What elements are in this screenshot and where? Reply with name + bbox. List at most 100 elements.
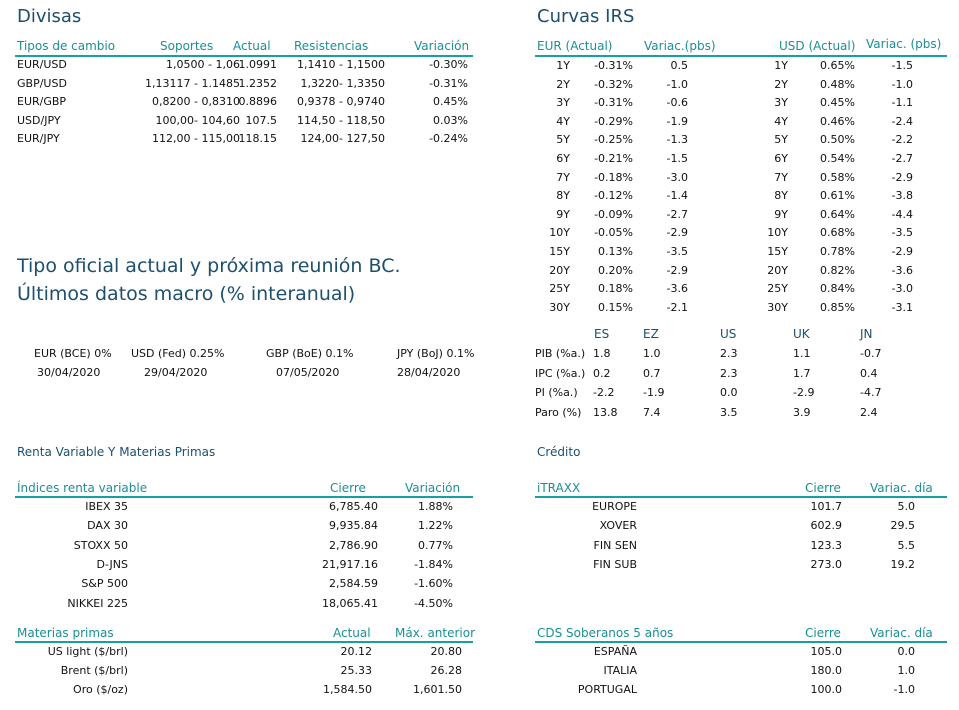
divisas-pair: GBP/USD [17,76,67,90]
curvas-usd-var: -1.5 [891,59,913,72]
curvas-eur-var: -2.1 [666,300,688,314]
macro-value: 3.9 [793,405,811,419]
macro-value: 1.8 [593,347,611,360]
curvas-eur-tenor: 8Y [556,189,570,203]
curvas-usd-rate: 0.84% [820,282,855,296]
curvas-eur-rate: -0.09% [594,207,633,221]
curvas-eur-rate: -0.32% [594,77,633,91]
curvas-usd-tenor: 25Y [767,282,788,296]
materias-rule [15,641,473,643]
macro-value: 2.3 [720,347,738,360]
cds-country: ITALIA [603,664,637,677]
curvas-eur-rate: -0.12% [594,189,633,203]
curvas-usd-tenor: 5Y [774,133,788,147]
curvas-eur-tenor: 7Y [556,170,570,184]
curvas-eur-rate: -0.31% [594,96,633,110]
curvas-eur-tenor: 3Y [556,96,570,110]
curvas-usd-rate: 0.64% [820,207,855,221]
divisas-actual: 107.5 [245,113,278,127]
renta-variacion: -1.60% [414,577,453,591]
curvas-eur-var: -3.5 [666,245,688,258]
macro-value: 1.1 [793,347,811,360]
curvas-usd-var: -2.9 [891,170,913,184]
macro-title: Últimos datos macro (% interanual) [17,283,356,305]
curvas-eur-var: -2.7 [666,207,688,221]
curvas-eur-var: -3.0 [666,170,688,184]
curvas-usd-rate: 0.82% [820,263,855,277]
materias-header-name: Materias primas [17,626,114,640]
credito-variac: 19.2 [890,557,916,571]
curvas-usd-rate: 0.58% [820,170,855,184]
divisas-variacion: -0.24% [429,132,468,145]
credito-variac: 5.0 [897,500,916,513]
curvas-eur-var: -1.3 [666,133,688,147]
materias-max: 1,601.50 [413,683,462,696]
curvas-eur-tenor: 6Y [556,152,570,165]
cds-header-cierre: Cierre [805,626,841,640]
renta-cierre: 21,917.16 [322,557,378,571]
credito-variac: 29.5 [890,519,916,533]
curvas-eur-tenor: 30Y [549,300,570,314]
macro-row-label: PIB (%a.) [535,347,586,360]
divisas-resistencias: 0,9378 - 0,9740 [297,95,385,108]
credito-name: EUROPE [592,500,637,513]
curvas-usd-var: -3.1 [891,300,913,314]
renta-cierre: 2,786.90 [329,538,378,552]
credito-cierre: 273.0 [810,557,843,571]
renta-cierre: 18,065.41 [322,596,378,610]
credito-cierre: 101.7 [810,500,843,513]
policy-rate-date: 07/05/2020 [276,366,340,379]
divisas-actual: 118.15 [238,132,278,145]
curvas-usd-tenor: 15Y [767,245,788,258]
curvas-eur-var: -1.0 [666,77,688,91]
curvas-rule [535,55,947,57]
divisas-variacion: 0.03% [433,113,468,127]
macro-value: 2.4 [860,405,878,419]
curvas-eur-var: -2.9 [666,226,688,240]
curvas-eur-tenor: 4Y [556,114,570,128]
cds-variac: 1.0 [897,664,916,677]
curvas-usd-var: -2.2 [891,133,913,147]
curvas-usd-tenor: 4Y [774,114,788,128]
curvas-eur-rate: -0.25% [594,133,633,147]
curvas-usd-tenor: 7Y [774,170,788,184]
divisas-soportes: 112,00 - 115,00 [152,132,240,145]
materias-name: Brent ($/brl) [60,664,128,677]
curvas-header-usd-var: Variac. (pbs) [866,37,942,51]
macro-value: 1.0 [643,347,661,360]
curvas-usd-var: -1.1 [891,96,913,110]
divisas-variacion: 0.45% [433,95,468,108]
curvas-usd-tenor: 10Y [767,226,788,240]
macro-value: 3.5 [720,405,738,419]
renta-index-name: STOXX 50 [73,538,128,552]
renta-variacion: -4.50% [414,596,453,610]
credito-cierre: 602.9 [810,519,843,533]
macro-header-ez: EZ [643,327,659,341]
curvas-usd-rate: 0.45% [820,96,855,110]
materias-max: 20.80 [430,645,463,658]
divisas-resistencias: 1,1410 - 1,1500 [297,58,385,71]
curvas-usd-var: -2.7 [891,152,913,165]
divisas-pair: EUR/GBP [17,95,67,108]
divisas-resistencias: 1,3220- 1,3350 [300,76,385,90]
renta-section-title: Renta Variable Y Materias Primas [17,445,216,459]
renta-variacion: 1.88% [418,500,453,513]
materias-header-actual: Actual [333,626,371,640]
curvas-usd-tenor: 9Y [774,207,788,221]
credito-name: XOVER [599,519,637,533]
renta-index-name: IBEX 35 [85,500,128,513]
macro-value: 0.7 [643,366,661,380]
curvas-usd-rate: 0.85% [820,300,855,314]
cds-cierre: 100.0 [810,683,843,696]
renta-cierre: 2,584.59 [329,577,378,591]
divisas-soportes: 100,00- 104,60 [155,113,240,127]
curvas-eur-tenor: 5Y [556,133,570,147]
divisas-pair: EUR/USD [17,58,67,71]
curvas-eur-tenor: 9Y [556,207,570,221]
curvas-eur-tenor: 15Y [549,245,570,258]
curvas-eur-tenor: 10Y [549,226,570,240]
macro-row-label: Paro (%) [535,405,582,419]
curvas-usd-tenor: 6Y [774,152,788,165]
divisas-soportes: 0,8200 - 0,8310 [152,95,240,108]
curvas-usd-var: -3.6 [891,263,913,277]
